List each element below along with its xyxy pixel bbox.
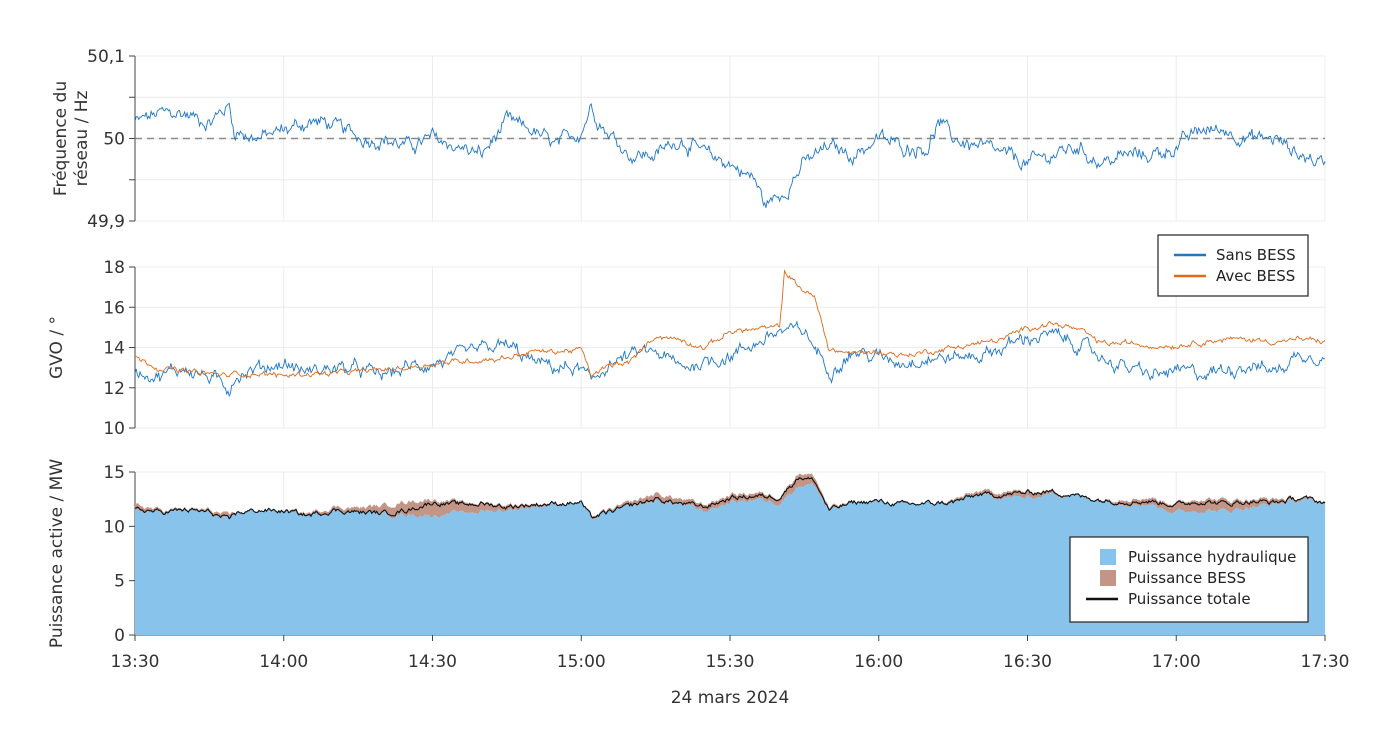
x-tick-label: 16:00 bbox=[854, 652, 903, 672]
x-tick-label: 15:00 bbox=[557, 652, 606, 672]
series-line-avec-bess bbox=[134, 268, 1326, 379]
x-tick-label: 16:30 bbox=[1003, 652, 1052, 672]
legend-label: Puissance totale bbox=[1128, 590, 1251, 608]
y-tick-label: 18 bbox=[103, 258, 125, 278]
series-line-sans-bess bbox=[134, 102, 1326, 208]
x-tick-label: 15:30 bbox=[706, 652, 755, 672]
y-tick-label: 16 bbox=[103, 298, 125, 318]
y-tick-label: 10 bbox=[103, 517, 125, 537]
y-tick-label: 0 bbox=[114, 626, 125, 646]
panels-layer: 13:30 14:00 14:30 15:00 15:30 16:00 16:30 17:00… bbox=[47, 47, 1350, 672]
x-tick-label: 14:00 bbox=[259, 652, 308, 672]
y-axis-label-line: réseau / Hz bbox=[72, 91, 92, 187]
x-tick-label: 17:30 bbox=[1301, 652, 1350, 672]
y-axis-label: GVO / ° bbox=[47, 316, 67, 379]
y-axis-label-line: Puissance active / MW bbox=[47, 459, 67, 648]
y-tick-label: 50,1 bbox=[87, 47, 125, 67]
series-area-puissance-hydraulique bbox=[135, 482, 1325, 635]
series-area-puissance-bess bbox=[135, 473, 1325, 520]
series-line-sans-bess bbox=[134, 320, 1326, 398]
x-tick-label: 13:30 bbox=[111, 652, 160, 672]
legend-label: Puissance BESS bbox=[1128, 569, 1246, 587]
legend-label: Puissance hydraulique bbox=[1128, 548, 1296, 566]
y-tick-label: 49,9 bbox=[87, 212, 125, 232]
y-tick-label: 15 bbox=[103, 463, 125, 483]
y-tick-label: 50 bbox=[103, 130, 125, 150]
legend-label: Sans BESS bbox=[1216, 246, 1296, 264]
y-tick-label: 12 bbox=[103, 379, 125, 399]
y-axis-label-line: Fréquence du bbox=[51, 81, 71, 196]
y-tick-label: 10 bbox=[103, 419, 125, 439]
legend-swatch bbox=[1100, 570, 1116, 586]
y-tick-label: 14 bbox=[103, 339, 125, 359]
y-tick-label: 5 bbox=[114, 572, 125, 592]
legend-box bbox=[1157, 234, 1309, 297]
series-line-puissance-totale bbox=[134, 476, 1326, 520]
x-axis-label: 24 mars 2024 bbox=[671, 688, 790, 708]
x-tick-label: 14:30 bbox=[408, 652, 457, 672]
x-tick-label: 17:00 bbox=[1152, 652, 1201, 672]
legend-swatch bbox=[1100, 549, 1116, 565]
legend-label: Avec BESS bbox=[1216, 267, 1295, 285]
y-axis-label-line: GVO / ° bbox=[47, 316, 67, 379]
y-axis-label: Fréquence duréseau / Hz bbox=[51, 81, 92, 196]
y-axis-label: Puissance active / MW bbox=[47, 459, 67, 648]
